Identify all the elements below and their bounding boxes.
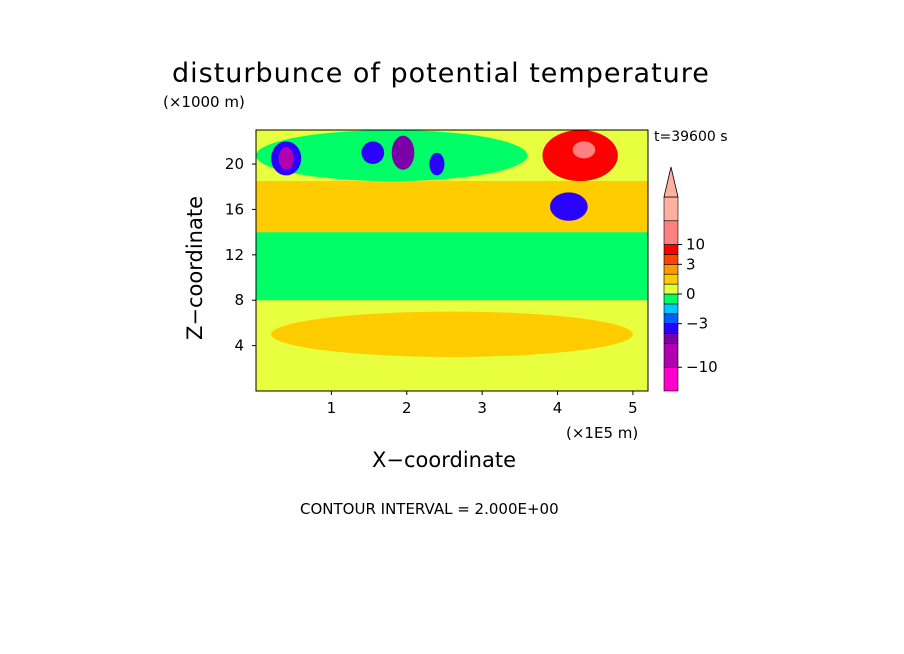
x-tick-label: 2 — [402, 399, 412, 417]
field-region — [256, 181, 648, 233]
plot-frame — [255, 129, 649, 392]
colorbar-label: −3 — [686, 315, 708, 333]
y-tick-label: 16 — [225, 200, 244, 218]
x-unit-label: (×1E5 m) — [566, 424, 639, 442]
x-tick-label: 3 — [477, 399, 487, 417]
colorbar-swatch — [663, 293, 679, 305]
colorbar-swatch — [663, 283, 679, 295]
field-region — [550, 192, 588, 221]
colorbar-swatch — [663, 196, 679, 222]
x-tick-label: 4 — [553, 399, 563, 417]
z-unit-label: (×1000 m) — [163, 93, 245, 111]
x-tick-label: 5 — [628, 399, 638, 417]
y-tick-label: 4 — [234, 337, 244, 355]
field-region — [361, 141, 385, 165]
time-label: t=39600 s — [654, 129, 728, 145]
field-region — [572, 141, 596, 159]
field-region — [278, 147, 294, 170]
field-region — [429, 152, 445, 176]
colorbar-swatch — [663, 333, 679, 344]
colorbar-label: 10 — [686, 236, 705, 254]
field-region — [391, 135, 415, 170]
contour-interval-label: CONTOUR INTERVAL = 2.000E+00 — [300, 500, 559, 518]
chart-title: disturbunce of potential temperature — [172, 58, 710, 89]
colorbar-swatch — [663, 313, 679, 324]
colorbar-swatch — [663, 220, 679, 245]
colorbar-swatch — [663, 323, 679, 334]
colorbar-swatch — [663, 303, 679, 315]
y-tick-label: 8 — [234, 291, 244, 309]
colorbar-swatch — [663, 244, 679, 255]
colorbar-label: 3 — [686, 255, 696, 273]
colorbar-swatch — [663, 343, 679, 368]
colorbar-label: −10 — [686, 358, 718, 376]
colorbar-swatch — [663, 264, 679, 275]
colorbar-arrow — [663, 166, 679, 198]
field-region — [256, 232, 648, 301]
colorbar-label: 0 — [686, 285, 696, 303]
colorbar-swatch — [663, 254, 679, 265]
y-tick-label: 12 — [225, 246, 244, 264]
x-tick-label: 1 — [327, 399, 337, 417]
y-tick-label: 20 — [225, 155, 244, 173]
colorbar-swatch — [663, 273, 679, 285]
field-region — [271, 311, 633, 357]
field-region — [256, 130, 528, 182]
x-axis-label: X−coordinate — [372, 448, 516, 472]
colorbar-swatch — [663, 366, 679, 392]
